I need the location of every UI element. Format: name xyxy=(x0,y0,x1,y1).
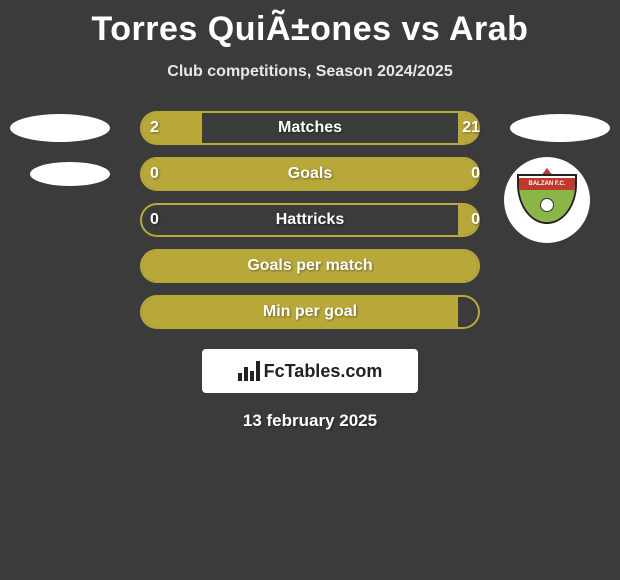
date-text: 13 february 2025 xyxy=(0,411,620,431)
bar-chart-icon xyxy=(238,361,260,381)
stat-row-matches: 2 Matches 21 xyxy=(0,111,620,157)
stats-chart: 2 Matches 21 0 Goals 0 BALZAN F.C. xyxy=(0,111,620,341)
bar-track xyxy=(140,111,480,145)
bar-track xyxy=(140,295,480,329)
bar-fill-right xyxy=(458,113,478,143)
bar-track xyxy=(140,249,480,283)
bar-fill-left xyxy=(142,251,478,281)
stat-row-goals: 0 Goals 0 BALZAN F.C. xyxy=(0,157,620,203)
bar-fill-left xyxy=(142,113,202,143)
club-right-name: BALZAN F.C. xyxy=(519,178,575,190)
player-right-badge-icon xyxy=(510,114,610,142)
bar-track xyxy=(140,157,480,191)
bar-fill-left xyxy=(142,159,478,189)
bar-track xyxy=(140,203,480,237)
stat-row-hattricks: 0 Hattricks 0 xyxy=(0,203,620,249)
player-left-badge-icon xyxy=(10,114,110,142)
branding-text: FcTables.com xyxy=(264,361,383,382)
player-left-badge-2-icon xyxy=(30,162,110,186)
page-title: Torres QuiÃ±ones vs Arab xyxy=(0,0,620,49)
branding-badge: FcTables.com xyxy=(202,349,418,393)
page-subtitle: Club competitions, Season 2024/2025 xyxy=(0,63,620,81)
stat-row-gpm: Goals per match xyxy=(0,249,620,295)
bar-fill-right xyxy=(458,205,478,235)
bar-fill-left xyxy=(142,297,458,327)
stat-row-mpg: Min per goal xyxy=(0,295,620,341)
